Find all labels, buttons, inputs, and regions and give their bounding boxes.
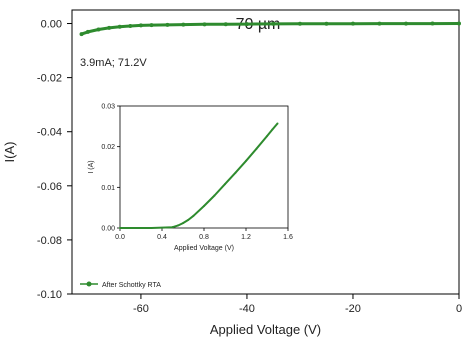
main-data-point (96, 27, 101, 32)
main-y-tick-label: 0.00 (41, 19, 62, 31)
inset-y-tick-label: 0.00 (101, 226, 115, 233)
main-x-tick-label: -60 (133, 303, 149, 315)
inset-data-point (266, 135, 268, 138)
main-data-point (181, 22, 186, 27)
inset-data-point (271, 128, 274, 131)
main-data-point (457, 21, 461, 26)
main-x-tick-label: -40 (239, 303, 255, 315)
inset-plot-frame (119, 105, 289, 229)
inset-y-tick-label: 0.02 (101, 144, 115, 151)
main-x-tick-label: 0 (456, 303, 462, 315)
main-data-point (202, 22, 207, 27)
inset-data-point (276, 122, 279, 125)
main-data-point (377, 21, 382, 26)
inset-x-tick-label: 1.6 (283, 234, 293, 241)
inset-data-point (182, 222, 184, 225)
inset-data-point (234, 171, 237, 174)
main-data-point (138, 23, 143, 28)
legend-label: After Schottky RTA (102, 282, 161, 289)
main-data-point (128, 23, 133, 28)
main-y-tick-label: -0.04 (37, 127, 62, 139)
inset-data-point (171, 226, 174, 229)
inset-data-point (224, 183, 226, 186)
main-y-tick-label: -0.08 (37, 235, 62, 247)
main-plot-frame (71, 9, 460, 295)
inset-data-point (255, 147, 258, 150)
main-data-point (350, 21, 355, 26)
inset-data-point (187, 218, 190, 221)
main-data-point (223, 22, 228, 27)
inset-data-point (245, 159, 247, 162)
inset-data-point (192, 214, 195, 217)
main-data-point (107, 25, 112, 30)
main-data-point (149, 23, 154, 28)
main-data-point (79, 32, 84, 37)
inset-data-point (213, 194, 216, 197)
inset-data-point (176, 224, 179, 227)
legend-marker (86, 281, 92, 287)
inset-x-tick-label: 0.0 (115, 234, 125, 241)
inset-y-tick-label: 0.03 (101, 104, 115, 111)
main-data-point (403, 21, 408, 26)
inset-x-tick-label: 0.8 (199, 234, 209, 241)
inset-y-tick-label: 0.01 (101, 185, 115, 192)
main-data-point (324, 21, 329, 26)
main-data-point (297, 21, 302, 26)
main-x-tick-label: -20 (345, 303, 361, 315)
main-data-point (117, 24, 122, 29)
main-annotation: 3.9mA; 71.2V (80, 57, 147, 69)
inset-y-axis-label: I (A) (88, 160, 95, 173)
main-y-tick-label: -0.02 (37, 73, 62, 85)
inset-series-line (120, 122, 279, 229)
main-y-tick-label: -0.10 (37, 289, 62, 301)
main-data-point (244, 22, 249, 27)
inset-x-tick-label: 1.2 (241, 234, 251, 241)
inset-data-point (203, 205, 205, 208)
inset-x-tick-label: 0.4 (157, 234, 167, 241)
main-y-tick-label: -0.06 (37, 181, 62, 193)
main-data-point (85, 29, 90, 34)
inset-x-axis-label: Applied Voltage (V) (174, 245, 234, 252)
main-x-axis-label: Applied Voltage (V) (210, 322, 321, 337)
main-data-point (430, 21, 435, 26)
main-data-point (271, 21, 276, 26)
main-data-point (165, 22, 170, 27)
inset-data-point (150, 227, 153, 229)
main-y-axis-label: I(A) (2, 142, 17, 163)
inset-data-point (119, 227, 121, 229)
